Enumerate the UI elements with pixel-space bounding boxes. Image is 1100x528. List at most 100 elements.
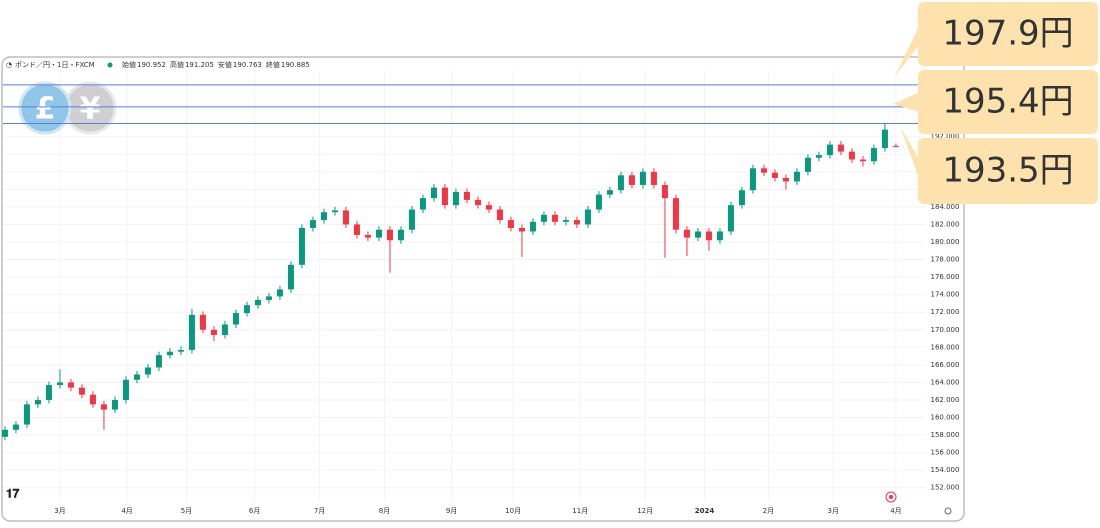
candle-body [562,220,569,222]
candle-body [694,231,701,238]
grid [3,70,925,502]
candle-body [595,194,602,210]
settings-icon[interactable] [944,507,952,515]
candle-body [540,214,547,222]
candle-body [100,404,107,410]
candle-body [56,382,63,386]
candle-body [628,175,635,185]
candle-body [144,367,151,375]
candle-body [419,198,426,210]
level-label: 193.5円 [942,151,1073,191]
candle-body [859,159,866,162]
candle-body [881,129,888,149]
y-tick-label: 176.000 [931,273,960,281]
callout-pointer [895,24,920,76]
x-tick-label: 5月 [181,507,192,515]
candle-body [210,329,217,336]
x-tick-label: 6月 [249,507,260,515]
x-tick-label: 2月 [763,507,774,515]
y-tick-label: 168.000 [931,343,960,351]
candle-body [364,234,371,238]
callout-box [918,70,1098,134]
chart-frame [1,56,965,522]
y-tick-label: 178.000 [931,256,960,264]
candle-body [529,221,536,232]
y-tick-label: 160.000 [931,414,960,422]
y-tick-label: 162.000 [931,396,960,404]
candle-body [23,404,30,425]
candle-body [760,168,767,173]
y-tick-label: 164.000 [931,378,960,386]
candle-body [89,394,96,405]
candle-body [771,172,778,178]
candle-body [397,229,404,241]
level-label: 197.9円 [942,14,1073,54]
pound-icon [18,81,72,135]
candle-body [166,351,173,356]
ohlc-label: 始値 [122,60,136,69]
candle-body [45,385,52,400]
candle-body [78,387,85,395]
ohlc-value: 190.763 [233,61,262,69]
candle-body [122,379,129,400]
candle-body [386,229,393,241]
candle-body [188,314,195,350]
callout-pointer [893,92,920,112]
x-tick-label: 12月 [637,507,653,515]
alert-icon[interactable] [885,491,897,503]
candle-body [430,187,437,199]
candle-body [551,214,558,222]
y-tick-label: 154.000 [931,466,960,474]
y-tick-label: 158.000 [931,431,960,439]
callout-pointer [900,126,920,181]
y-tick-label: 180.000 [931,238,960,246]
candle-body [12,424,19,430]
candle-body [441,187,448,206]
candle-body [683,229,690,238]
candle-body [815,155,822,158]
candle-body [496,209,503,221]
candle-body [265,296,272,300]
candle-body [1,429,8,437]
logo: 𝟏𝟕 [6,487,20,501]
candle-body [485,205,492,210]
candle-body [199,314,206,330]
candle-body [133,374,140,380]
candle-body [287,264,294,290]
callout-box [918,2,1098,66]
candle-body [254,299,261,306]
candle-body [617,175,624,191]
symbol-icon: ◔ [6,61,12,69]
candle-body [342,210,349,225]
candle-body [782,177,789,182]
candle-body [650,171,657,185]
x-tick-label: 8月 [379,507,390,515]
candle-body [749,168,756,191]
ohlc-label: 高値 [170,60,184,69]
ohlc-value: 190.952 [137,61,166,69]
ohlc-label: 安値 [218,60,232,69]
candle-body [804,157,811,172]
candle-body [221,324,228,336]
ohlc-value: 190.885 [281,61,310,69]
y-tick-label: 156.000 [931,449,960,457]
currency-icons: ¥ £ [18,81,117,135]
candle-body [716,231,723,241]
candle-body [243,305,250,314]
candle-body [573,220,580,225]
candle-body [331,210,338,213]
candle-body [518,227,525,232]
y-tick-label: 152.000 [931,484,960,492]
candle-body [177,349,184,352]
level-label: 195.4円 [942,82,1073,122]
candle-body [320,212,327,221]
candle-body [298,227,305,265]
price-levels: 197.9円 195.4円 193.5円 [3,2,1098,204]
x-tick-label: 4月 [890,507,901,515]
candles [1,122,899,441]
candle-body [276,289,283,297]
candle-body [738,190,745,206]
candle-body [870,148,877,162]
